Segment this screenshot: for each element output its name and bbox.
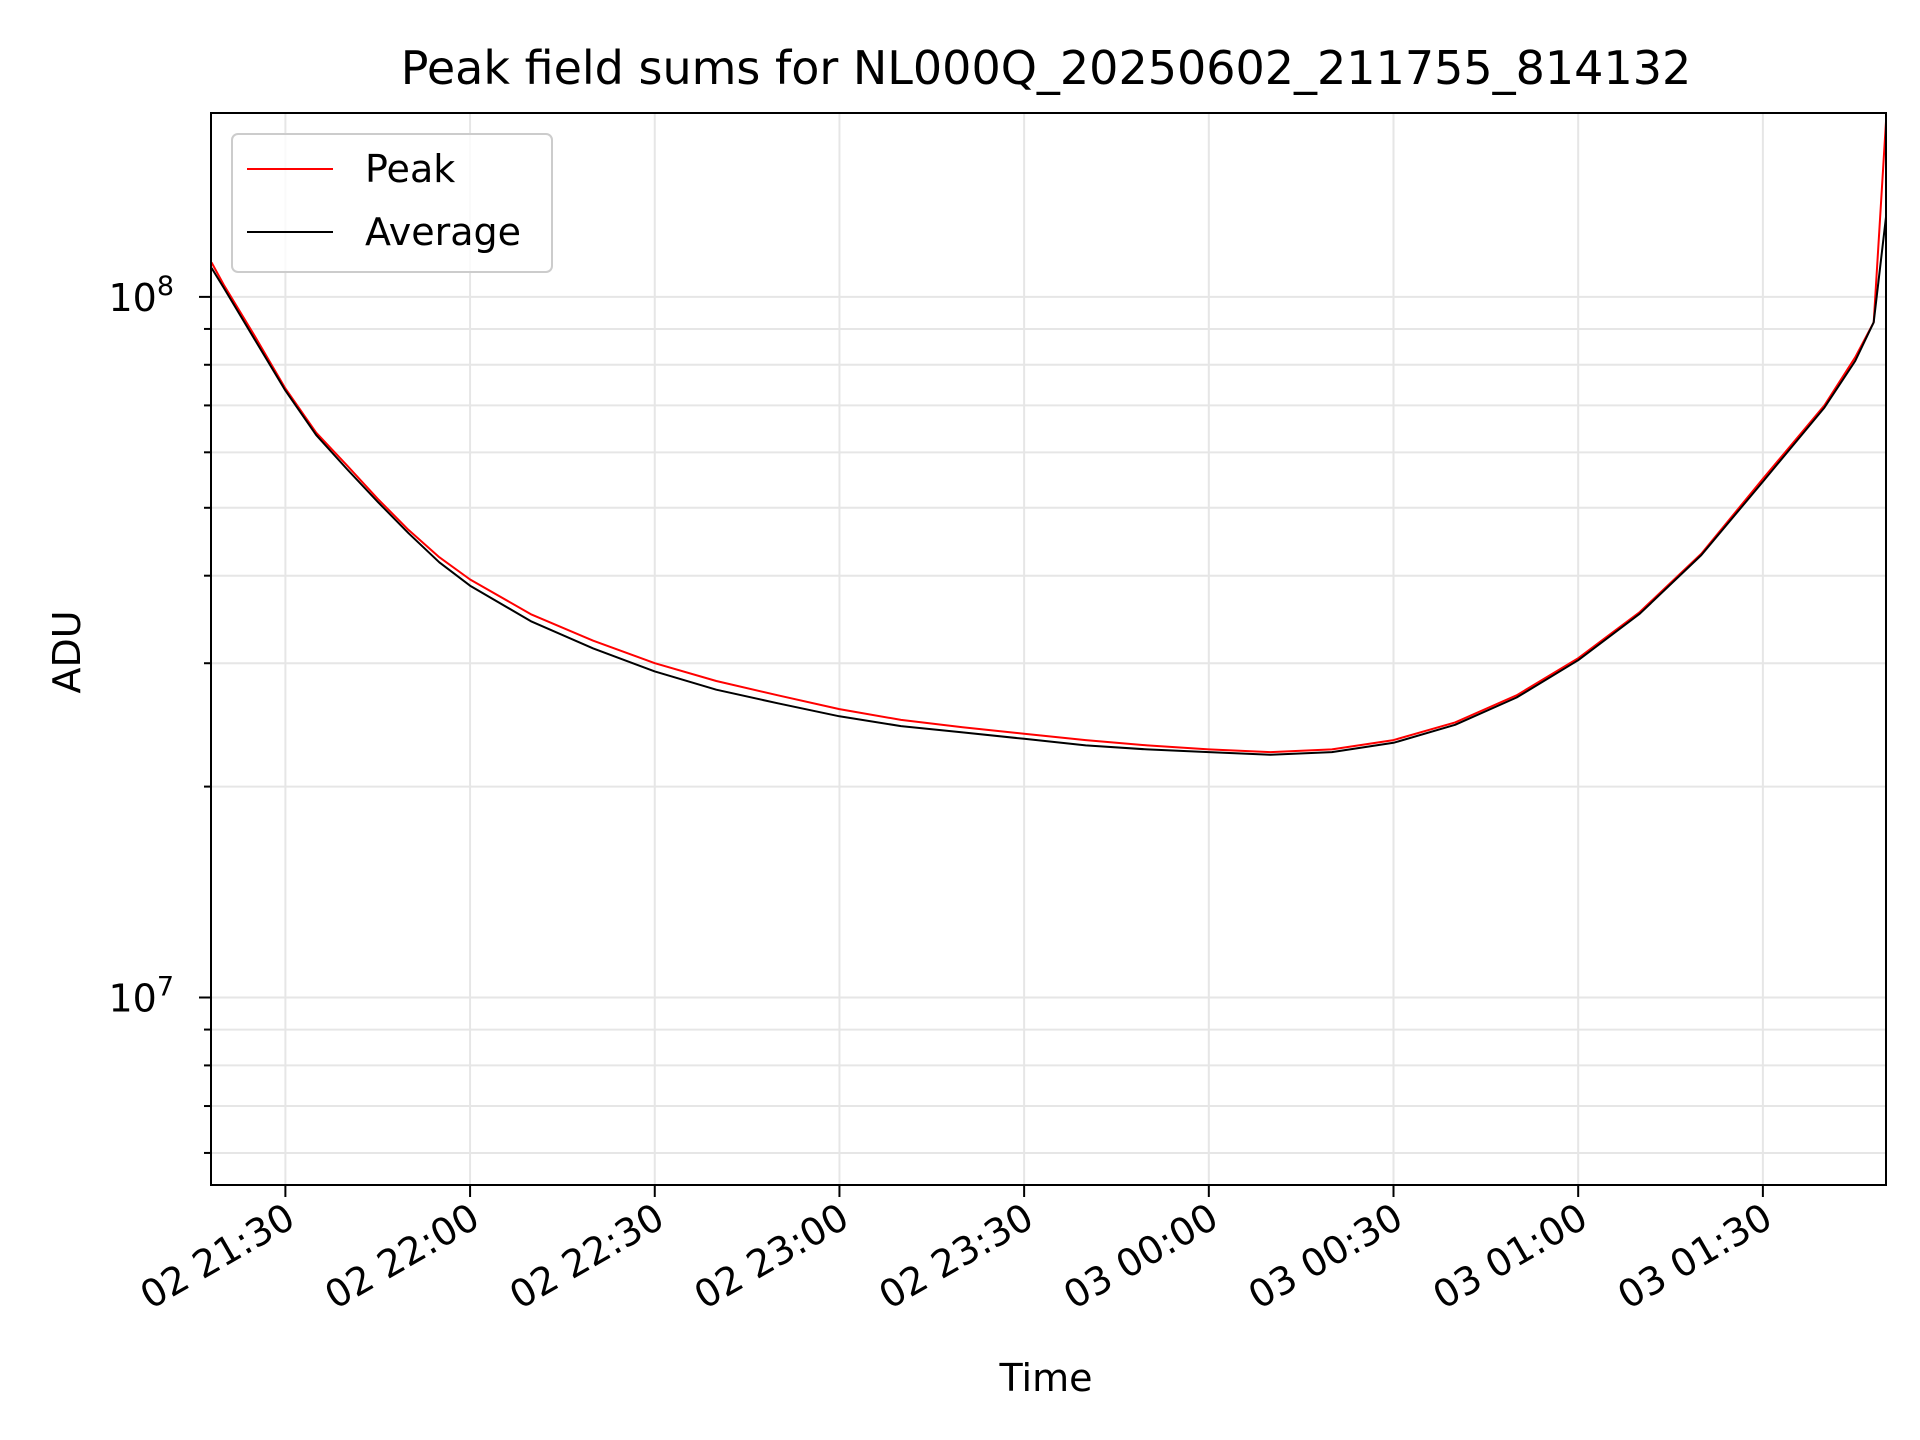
legend-label-peak: Peak	[365, 147, 455, 191]
y-tick-label: 108	[108, 271, 174, 320]
series-line-peak	[210, 121, 1887, 754]
x-tick-label: 03 01:30	[1610, 1195, 1779, 1318]
y-tick-exponent: 8	[157, 271, 174, 302]
x-tick-label: 02 21:30	[133, 1195, 302, 1318]
grid	[211, 113, 1886, 1185]
x-tick-label: 02 23:30	[871, 1195, 1040, 1318]
legend-label-average: Average	[365, 210, 521, 254]
y-tick-base: 10	[108, 977, 156, 1021]
y-tick-base: 10	[108, 276, 156, 320]
y-tick-exponent: 7	[157, 972, 174, 1003]
y-axis-label: ADU	[45, 610, 89, 693]
x-tick-label: 03 00:30	[1241, 1195, 1410, 1318]
x-tick-label: 03 01:00	[1426, 1195, 1595, 1318]
series-line-average	[210, 216, 1887, 756]
x-tick-label: 02 23:00	[687, 1195, 856, 1318]
y-tick-label: 107	[108, 972, 174, 1021]
x-tick-label: 02 22:30	[502, 1195, 671, 1318]
legend: Peak Average	[231, 133, 553, 273]
plot-frame	[210, 112, 1887, 1186]
x-axis-label: Time	[999, 1356, 1093, 1400]
x-tick-label: 02 22:00	[317, 1195, 486, 1318]
x-axis-ticks: 02 21:30 02 22:00 02 22:30 02 23:00 02 23:30…	[133, 1185, 1779, 1318]
chart-title: Peak field sums for NL000Q_20250602_2117…	[401, 41, 1692, 95]
x-tick-label: 03 00:00	[1056, 1195, 1225, 1318]
series-lines	[210, 121, 1887, 756]
